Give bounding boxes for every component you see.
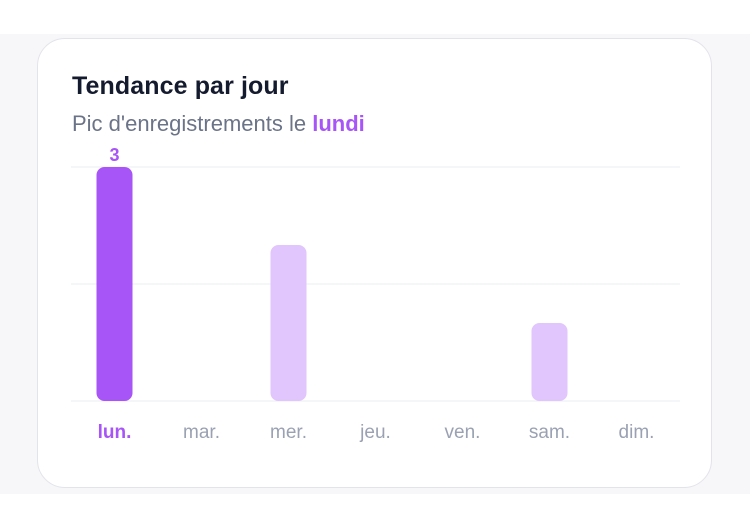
x-tick-label: lun. [98, 422, 132, 443]
bar-lun[interactable] [96, 167, 133, 401]
card-subtitle: Pic d'enregistrements le lundi [72, 111, 365, 137]
x-tick-label: dim. [619, 422, 655, 443]
bar-chart: 3 lun. mar. mer. jeu. ven. sam. dim. [71, 145, 680, 443]
subtitle-text: Pic d'enregistrements le [72, 111, 313, 136]
bar-value-label: 3 [109, 145, 119, 165]
x-tick-label: ven. [445, 422, 481, 443]
x-tick-label: sam. [529, 422, 570, 443]
bar-sam[interactable] [531, 323, 568, 401]
x-tick-label: jeu. [359, 422, 391, 443]
card-title: Tendance par jour [72, 72, 289, 100]
subtitle-highlight: lundi [312, 111, 365, 136]
bar-mer[interactable] [270, 245, 307, 401]
x-tick-label: mer. [270, 422, 307, 443]
x-tick-label: mar. [183, 422, 220, 443]
trend-card: Tendance par jour Pic d'enregistrements … [37, 38, 712, 488]
